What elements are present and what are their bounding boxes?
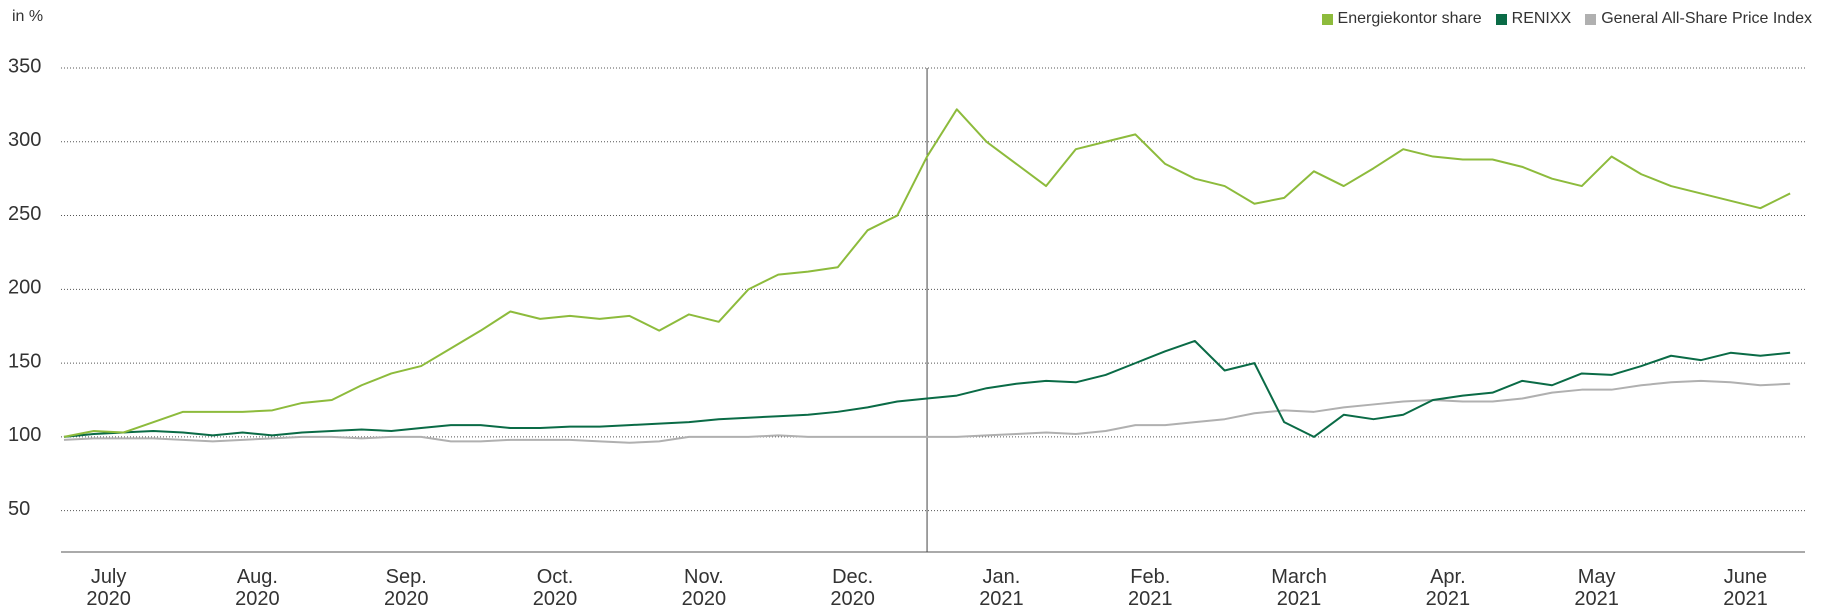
x-tick-label: Nov. 2020 [681,566,727,609]
x-tick-label: Dec. 2020 [830,566,875,609]
legend-label: RENIXX [1511,10,1572,27]
y-tick-label: 300 [8,129,41,151]
series-line [63,379,1791,444]
x-tick-label: Jan. 2021 [979,566,1024,609]
x-tick-label: Aug. 2020 [235,566,280,609]
legend-item: RENIXX [1495,10,1572,28]
legend-label: General All-Share Price Index [1601,10,1812,27]
x-tick-label: Oct. 2020 [532,566,578,609]
y-tick-label: 100 [8,424,41,446]
legend-swatch [1495,13,1507,25]
x-tick-label: March 2021 [1271,566,1327,609]
y-tick-label: 50 [8,498,30,520]
x-tick-label: May 2021 [1574,566,1619,609]
x-tick-label: July 2020 [86,566,131,609]
legend-swatch [1321,13,1333,25]
x-tick-label: Feb. 2021 [1128,566,1173,609]
x-tick-label: Sep. 2020 [383,566,429,609]
y-unit-label: in % [12,8,44,25]
y-tick-label: 150 [8,350,41,372]
legend-item: General All-Share Price Index [1585,10,1812,28]
y-tick-label: 350 [8,55,41,77]
series-line [63,339,1791,438]
x-tick-label: Apr. 2021 [1425,566,1471,609]
series-line [63,108,1791,438]
legend-swatch [1585,13,1597,25]
legend-item: Energiekontor share [1321,10,1482,28]
legend-label: Energiekontor share [1337,10,1482,27]
y-tick-label: 200 [8,277,41,299]
legend: Energiekontor share RENIXX General All-Sha… [1321,10,1812,28]
x-tick-label: June 2021 [1723,566,1768,609]
y-tick-label: 250 [8,203,41,225]
